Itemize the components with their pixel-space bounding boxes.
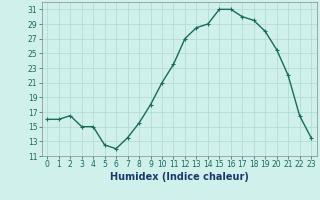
X-axis label: Humidex (Indice chaleur): Humidex (Indice chaleur) (110, 172, 249, 182)
